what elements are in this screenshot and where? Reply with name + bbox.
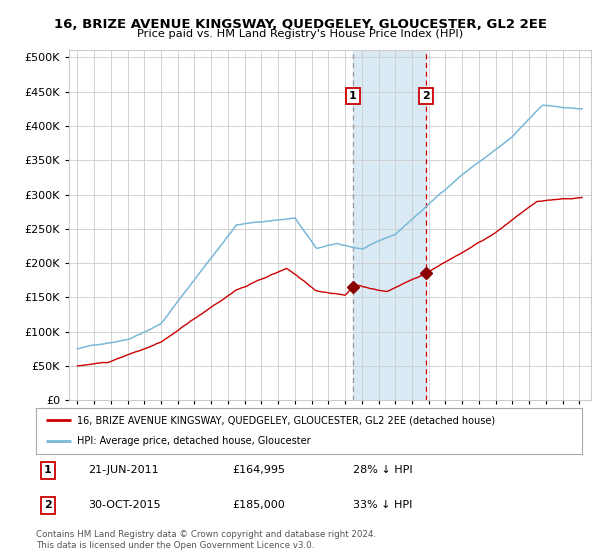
Text: 1: 1 [349,91,357,101]
Text: 2: 2 [44,501,52,510]
Text: 16, BRIZE AVENUE KINGSWAY, QUEDGELEY, GLOUCESTER, GL2 2EE: 16, BRIZE AVENUE KINGSWAY, QUEDGELEY, GL… [53,18,547,31]
Text: 16, BRIZE AVENUE KINGSWAY, QUEDGELEY, GLOUCESTER, GL2 2EE (detached house): 16, BRIZE AVENUE KINGSWAY, QUEDGELEY, GL… [77,415,495,425]
Text: £185,000: £185,000 [233,501,286,510]
Text: 21-JUN-2011: 21-JUN-2011 [88,465,158,475]
Text: £164,995: £164,995 [233,465,286,475]
Text: 1: 1 [44,465,52,475]
Text: Price paid vs. HM Land Registry's House Price Index (HPI): Price paid vs. HM Land Registry's House … [137,29,463,39]
Text: 2: 2 [422,91,430,101]
Text: Contains HM Land Registry data © Crown copyright and database right 2024.
This d: Contains HM Land Registry data © Crown c… [36,530,376,550]
Text: 28% ↓ HPI: 28% ↓ HPI [353,465,412,475]
Text: 30-OCT-2015: 30-OCT-2015 [88,501,160,510]
Text: 33% ↓ HPI: 33% ↓ HPI [353,501,412,510]
Bar [353,50,426,400]
Text: HPI: Average price, detached house, Gloucester: HPI: Average price, detached house, Glou… [77,436,311,446]
